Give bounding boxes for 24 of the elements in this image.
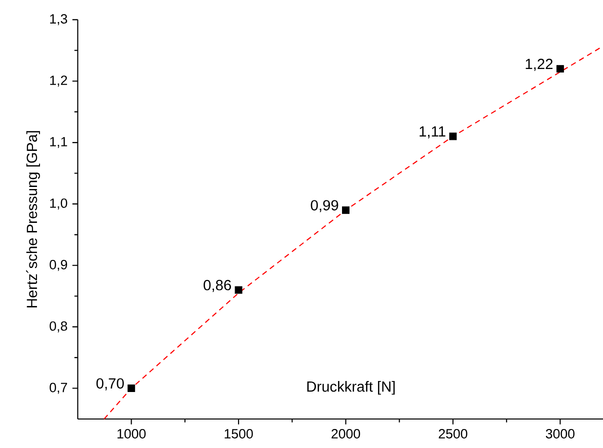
data-label: 0,86 <box>204 280 231 292</box>
x-tick-label: 2500 <box>438 429 468 438</box>
y-tick-label: 1,3 <box>50 14 68 26</box>
x-tick-label: 3000 <box>546 429 574 438</box>
x-tick-label: 2000 <box>332 429 360 438</box>
y-tick-label: 1,0 <box>50 198 68 210</box>
y-tick-label: 0,9 <box>50 260 68 271</box>
point <box>128 384 136 392</box>
point <box>449 132 457 140</box>
data-label: 1,11 <box>420 126 446 138</box>
y-tick-label: 0,7 <box>50 382 68 394</box>
point <box>234 286 242 294</box>
x-tick-label: 1000 <box>118 429 146 438</box>
x-axis-title: Druckkraft [N] <box>307 381 395 395</box>
data-label: 0,99 <box>310 200 338 212</box>
y-tick-label: 0,8 <box>50 321 68 332</box>
point <box>556 65 564 73</box>
x-tick-label: 1500 <box>224 429 253 438</box>
y-tick-label: 1,2 <box>50 76 68 87</box>
y-axis-title: Hertz´sche Pressung [GPa] <box>26 131 40 308</box>
point <box>342 206 350 214</box>
data-label: 1,22 <box>526 58 553 71</box>
y-tick-label: 1,1 <box>50 137 68 148</box>
data-label: 0,70 <box>96 378 124 390</box>
